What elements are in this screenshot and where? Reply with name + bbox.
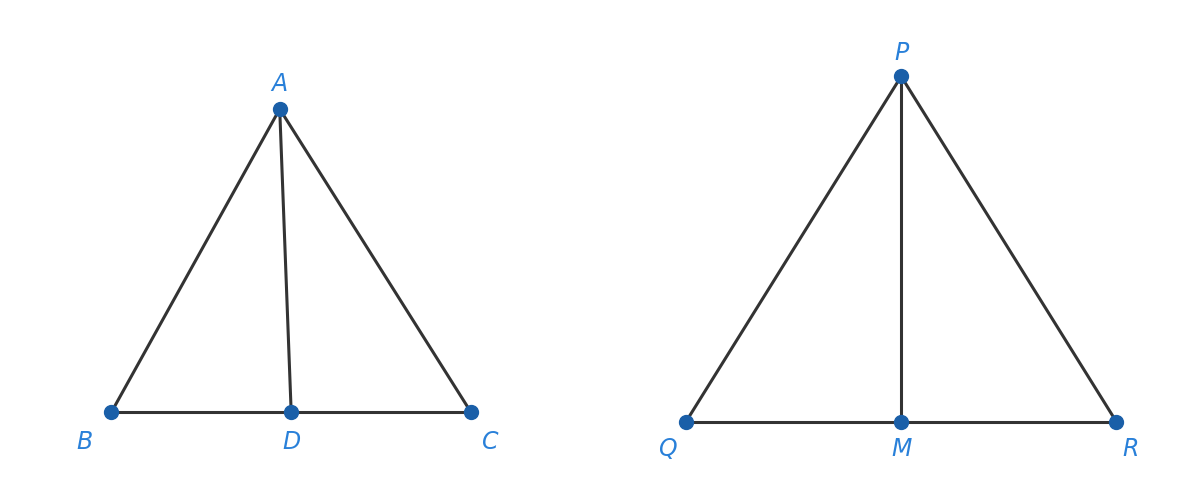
Text: M: M <box>890 437 911 461</box>
Point <box>102 408 121 416</box>
Text: B: B <box>77 430 92 453</box>
Point <box>677 417 696 425</box>
Point <box>892 73 911 81</box>
Text: R: R <box>1122 437 1139 461</box>
Text: D: D <box>282 430 300 453</box>
Text: C: C <box>481 430 498 453</box>
Point <box>270 105 289 113</box>
Point <box>461 408 480 416</box>
Point <box>282 408 301 416</box>
Text: A: A <box>271 72 288 96</box>
Text: Q: Q <box>658 437 677 461</box>
Point <box>892 417 911 425</box>
Point <box>1106 417 1126 425</box>
Text: P: P <box>894 41 908 65</box>
